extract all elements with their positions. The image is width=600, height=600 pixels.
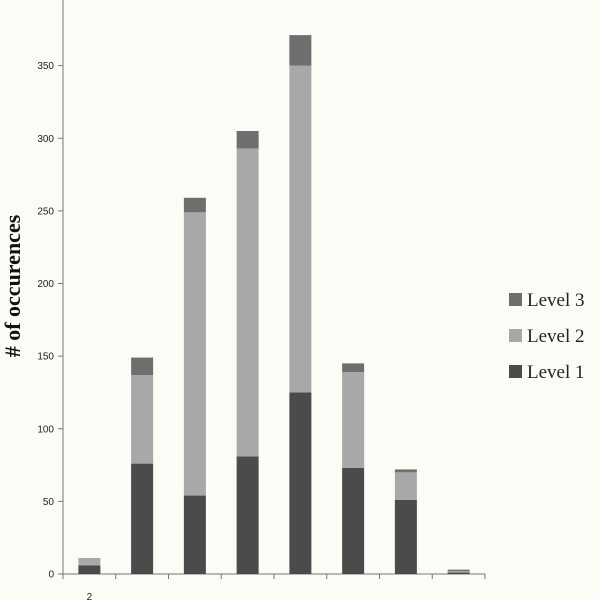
bars: [78, 35, 470, 574]
y-tick-label: 100: [37, 424, 54, 435]
y-tick-label: 250: [37, 206, 54, 217]
x-tick-label: 2: [87, 592, 93, 600]
bar-segment-level-3: [183, 197, 206, 213]
bar-segment-level-3: [342, 363, 365, 373]
legend-label: Level 2: [527, 326, 585, 347]
bar-segment-level-1: [447, 572, 470, 574]
bar-segment-level-1: [342, 467, 365, 574]
legend-label: Level 3: [527, 290, 585, 311]
y-tick-label: 50: [43, 497, 55, 508]
y-tick-label: 0: [48, 570, 54, 581]
bar-segment-level-3: [131, 357, 154, 376]
axes: 0 50 100 150 200 250 300 350 2: [37, 0, 486, 600]
bar-segment-level-1: [183, 495, 206, 574]
bar-segment-level-3: [447, 569, 470, 572]
bar-segment-level-3: [236, 130, 259, 149]
bar-segment-level-2: [131, 375, 154, 464]
bar-segment-level-1: [394, 499, 417, 574]
bar-segment-level-3: [394, 469, 417, 473]
bar-segment-level-2: [183, 212, 206, 496]
bar-segment-level-1: [236, 456, 259, 574]
bar-segment-level-2: [78, 558, 101, 566]
legend-swatch: [509, 365, 522, 378]
y-axis-title: # of occurences: [0, 214, 25, 357]
y-tick-label: 300: [37, 134, 54, 145]
bar-segment-level-2: [236, 148, 259, 457]
bar-segment-level-2: [394, 472, 417, 500]
bar-segment-level-2: [342, 372, 365, 468]
legend: Level 3 Level 2 Level 1: [509, 290, 585, 383]
legend-swatch: [509, 293, 522, 306]
bar-segment-level-1: [289, 392, 312, 574]
legend-swatch: [509, 329, 522, 342]
bar-segment-level-2: [289, 65, 312, 393]
y-tick-label: 150: [37, 352, 54, 363]
bar-segment-level-3: [289, 35, 312, 66]
legend-label: Level 1: [527, 362, 585, 383]
bar-segment-level-1: [131, 463, 154, 574]
y-tick-label: 200: [37, 279, 54, 290]
bar-segment-level-1: [78, 565, 101, 574]
y-tick-label: 350: [37, 61, 54, 72]
bar-segment-level-2: [447, 571, 470, 573]
